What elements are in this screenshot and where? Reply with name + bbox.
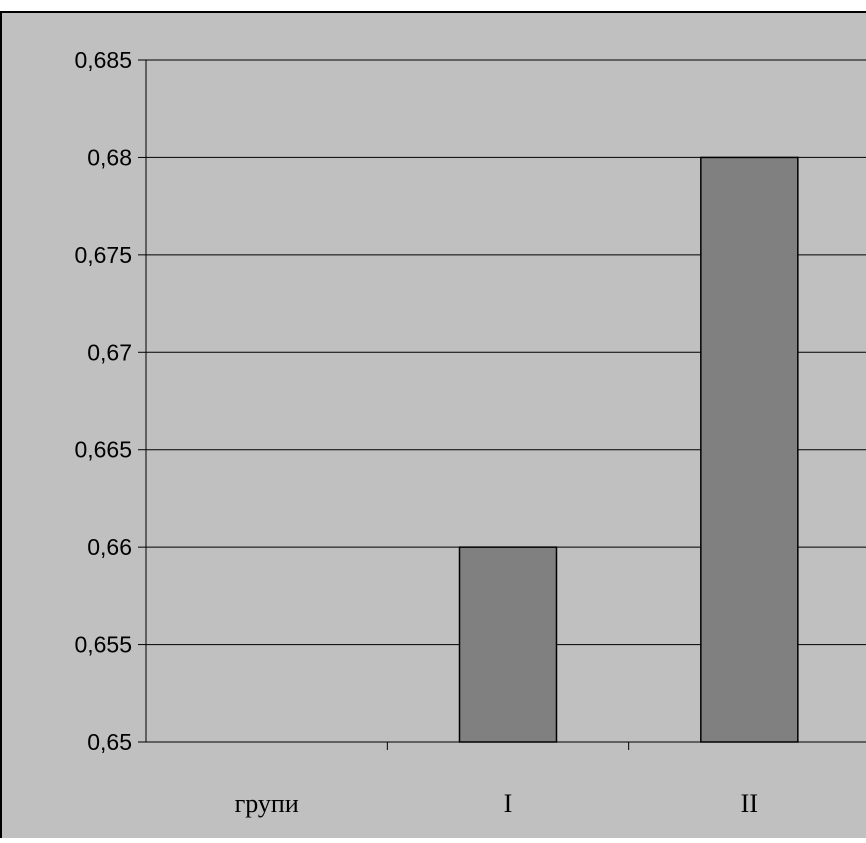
- bar: [700, 156, 799, 743]
- y-tick-label: 0,675: [74, 242, 132, 268]
- x-tick-label: I: [504, 789, 513, 818]
- axes: [138, 59, 866, 750]
- bar: [458, 546, 558, 743]
- y-tick-label: 0,685: [74, 47, 132, 73]
- y-tick-label: 0,655: [74, 632, 132, 658]
- x-tick-label: групи: [235, 789, 299, 818]
- y-tick-label: 0,68: [87, 144, 132, 170]
- bars: [458, 156, 799, 743]
- x-tick-label: II: [741, 789, 758, 818]
- x-tick-labels: групи I II: [235, 789, 758, 818]
- y-tick-label: 0,65: [87, 729, 132, 755]
- y-tick-labels: 0,65 0,655 0,66 0,665 0,67 0,675 0,68 0,685: [74, 47, 132, 755]
- y-tick-label: 0,67: [87, 339, 132, 365]
- y-tick-label: 0,66: [87, 534, 132, 560]
- y-tick-label: 0,665: [74, 437, 132, 463]
